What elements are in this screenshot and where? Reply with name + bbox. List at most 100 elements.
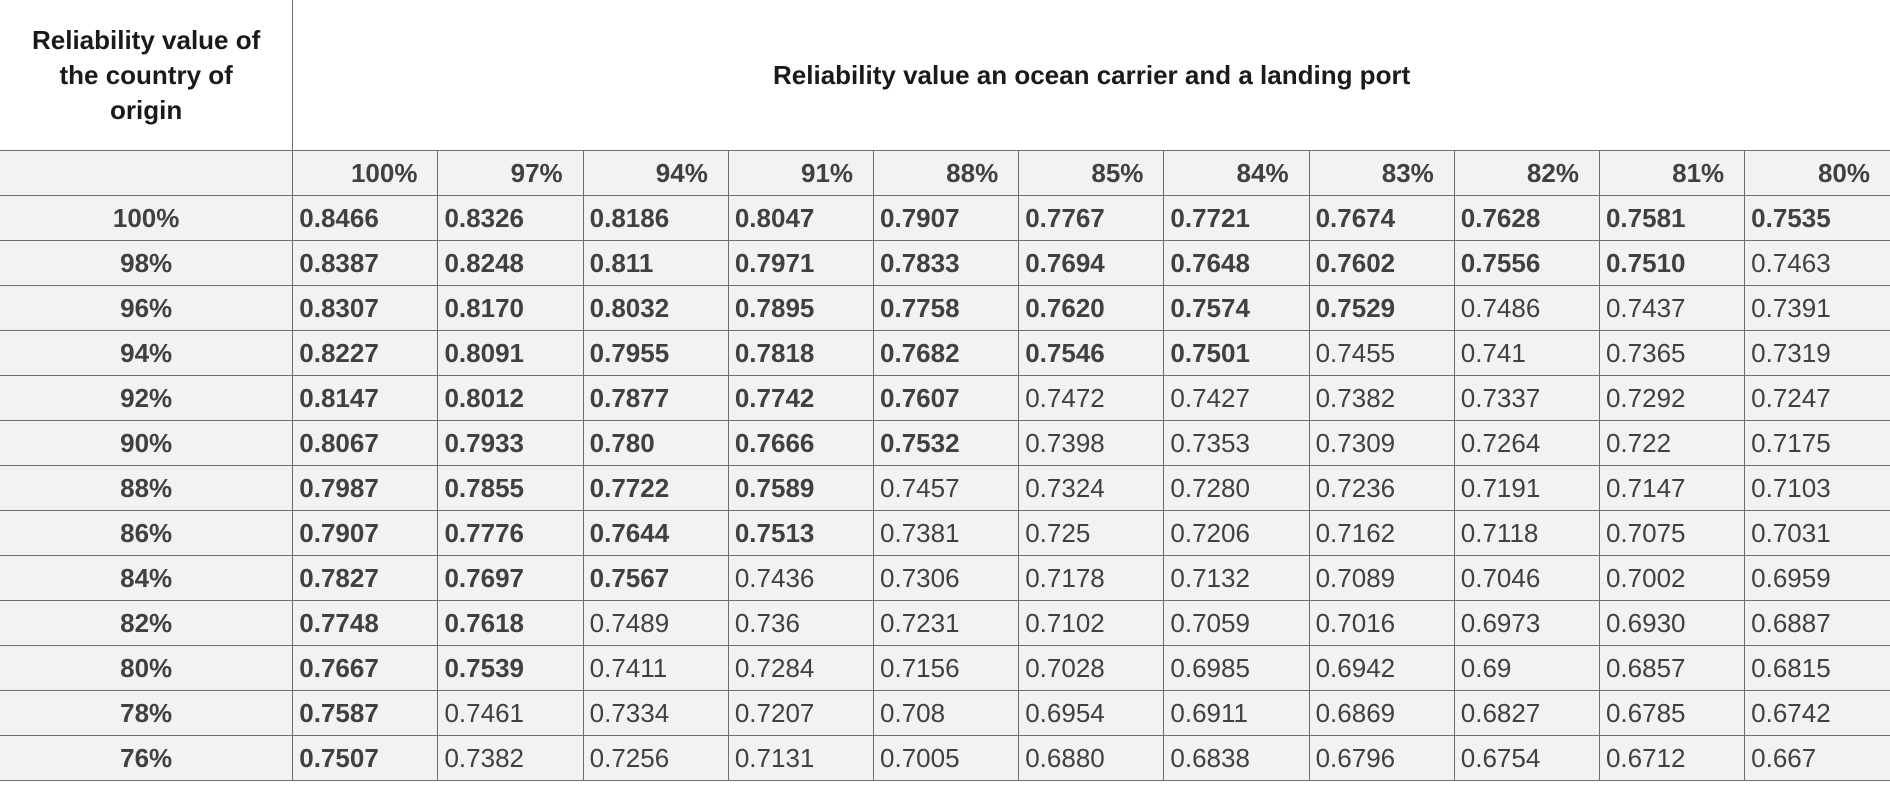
- value-cell: 0.7532: [873, 420, 1020, 466]
- value-cell: 0.8186: [582, 195, 729, 241]
- value-cell: 0.7510: [1598, 240, 1746, 286]
- value-cell: 0.7334: [582, 690, 729, 736]
- value-cell: 0.7436: [727, 555, 875, 601]
- value-cell: 0.7855: [437, 465, 584, 511]
- value-cell: 0.7722: [582, 465, 729, 511]
- value-cell: 0.708: [873, 690, 1020, 736]
- value-cell: 0.7256: [582, 735, 729, 781]
- row-header-line-1: Reliability value of: [31, 24, 261, 55]
- value-cell: 0.7191: [1453, 465, 1600, 511]
- table-row: 80% 0.7667 0.7539 0.7411 0.7284 0.7156 0.7028 0…: [0, 645, 1890, 691]
- value-cell: 0.7175: [1744, 420, 1890, 466]
- column-header-cell: 85%: [1018, 150, 1165, 196]
- row-label-cell: 76%: [0, 735, 294, 781]
- column-header-cell: 91%: [727, 150, 875, 196]
- value-cell: 0.6911: [1163, 690, 1310, 736]
- value-cell: 0.7895: [727, 285, 875, 331]
- value-cell: 0.7682: [873, 330, 1020, 376]
- column-header-cell: 84%: [1163, 150, 1310, 196]
- value-cell: 0.667: [1744, 735, 1890, 781]
- value-cell: 0.6857: [1598, 645, 1746, 691]
- value-cell: 0.7472: [1018, 375, 1165, 421]
- column-header-cell: 80%: [1744, 150, 1890, 196]
- table-row: 82% 0.7748 0.7618 0.7489 0.736 0.7231 0.7102 0.…: [0, 600, 1890, 646]
- value-cell: 0.6985: [1163, 645, 1310, 691]
- value-cell: 0.8307: [292, 285, 439, 331]
- corner-cell: [0, 150, 294, 196]
- value-cell: 0.722: [1598, 420, 1746, 466]
- value-cell: 0.7398: [1018, 420, 1165, 466]
- value-cell: 0.7628: [1453, 195, 1600, 241]
- value-cell: 0.780: [582, 420, 729, 466]
- value-cell: 0.7546: [1018, 330, 1165, 376]
- value-cell: 0.7382: [437, 735, 584, 781]
- value-cell: 0.7207: [727, 690, 875, 736]
- value-cell: 0.6742: [1744, 690, 1890, 736]
- value-cell: 0.7236: [1308, 465, 1455, 511]
- value-cell: 0.7178: [1018, 555, 1165, 601]
- value-cell: 0.6954: [1018, 690, 1165, 736]
- value-cell: 0.736: [727, 600, 875, 646]
- table-row: 86% 0.7907 0.7776 0.7644 0.7513 0.7381 0.725 0.…: [0, 510, 1890, 556]
- value-cell: 0.7587: [292, 690, 439, 736]
- value-cell: 0.7501: [1163, 330, 1310, 376]
- value-cell: 0.7059: [1163, 600, 1310, 646]
- column-header-cell: 82%: [1453, 150, 1600, 196]
- row-label-cell: 100%: [0, 195, 294, 241]
- value-cell: 0.7231: [873, 600, 1020, 646]
- value-cell: 0.6712: [1598, 735, 1746, 781]
- value-cell: 0.7118: [1453, 510, 1600, 556]
- row-label-cell: 84%: [0, 555, 294, 601]
- column-header-cell: 81%: [1598, 150, 1746, 196]
- value-cell: 0.7365: [1598, 330, 1746, 376]
- table-row: 78% 0.7587 0.7461 0.7334 0.7207 0.708 0.6954 0.…: [0, 690, 1890, 736]
- value-cell: 0.7607: [873, 375, 1020, 421]
- value-cell: 0.6827: [1453, 690, 1600, 736]
- value-cell: 0.6838: [1163, 735, 1310, 781]
- value-cell: 0.7907: [873, 195, 1020, 241]
- value-cell: 0.7529: [1308, 285, 1455, 331]
- value-cell: 0.8227: [292, 330, 439, 376]
- value-cell: 0.7618: [437, 600, 584, 646]
- value-cell: 0.7648: [1163, 240, 1310, 286]
- value-cell: 0.7507: [292, 735, 439, 781]
- value-cell: 0.7284: [727, 645, 875, 691]
- row-label-cell: 92%: [0, 375, 294, 421]
- value-cell: 0.7382: [1308, 375, 1455, 421]
- value-cell: 0.8091: [437, 330, 584, 376]
- value-cell: 0.7539: [437, 645, 584, 691]
- value-cell: 0.6785: [1598, 690, 1746, 736]
- row-header-line-3: origin: [110, 94, 183, 125]
- value-cell: 0.7489: [582, 600, 729, 646]
- table-row: 96% 0.8307 0.8170 0.8032 0.7895 0.7758 0.7620 0…: [0, 285, 1890, 331]
- reliability-table-container: Reliability value of the country of orig…: [0, 0, 1890, 781]
- value-cell: 0.6887: [1744, 600, 1890, 646]
- value-cell: 0.7002: [1598, 555, 1746, 601]
- value-cell: 0.7461: [437, 690, 584, 736]
- value-cell: 0.7156: [873, 645, 1020, 691]
- row-label-cell: 94%: [0, 330, 294, 376]
- value-cell: 0.7933: [437, 420, 584, 466]
- value-cell: 0.7319: [1744, 330, 1890, 376]
- value-cell: 0.7102: [1018, 600, 1165, 646]
- column-header-cell: 100%: [292, 150, 439, 196]
- row-label-cell: 88%: [0, 465, 294, 511]
- value-cell: 0.7028: [1018, 645, 1165, 691]
- value-cell: 0.7697: [437, 555, 584, 601]
- value-cell: 0.7337: [1453, 375, 1600, 421]
- value-cell: 0.7833: [873, 240, 1020, 286]
- value-cell: 0.7292: [1598, 375, 1746, 421]
- value-cell: 0.7075: [1598, 510, 1746, 556]
- row-label-cell: 86%: [0, 510, 294, 556]
- table-row: 92% 0.8147 0.8012 0.7877 0.7742 0.7607 0.7472 0…: [0, 375, 1890, 421]
- value-cell: 0.7046: [1453, 555, 1600, 601]
- row-header-line-2: the country of: [59, 59, 233, 90]
- table-row: 76% 0.7507 0.7382 0.7256 0.7131 0.7005 0.6880 0…: [0, 735, 1890, 781]
- value-cell: 0.6973: [1453, 600, 1600, 646]
- value-cell: 0.7131: [727, 735, 875, 781]
- value-cell: 0.6869: [1308, 690, 1455, 736]
- value-cell: 0.8387: [292, 240, 439, 286]
- value-cell: 0.7391: [1744, 285, 1890, 331]
- value-cell: 0.8326: [437, 195, 584, 241]
- value-cell: 0.8170: [437, 285, 584, 331]
